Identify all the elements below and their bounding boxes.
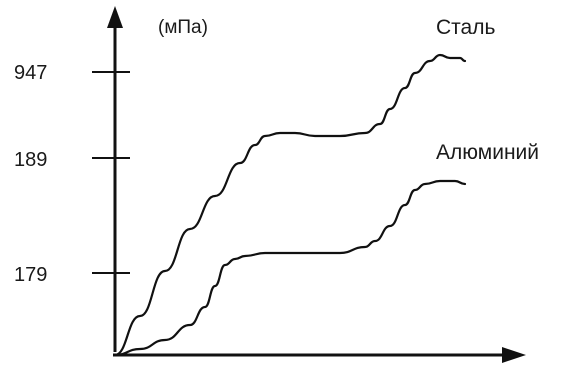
series-curves <box>113 53 467 357</box>
series-curve-steel <box>113 53 467 357</box>
axes <box>107 6 526 363</box>
y-tick-label-189: 189 <box>14 149 47 171</box>
series-curve-aluminium <box>113 179 467 357</box>
y-axis-unit-label: (мПа) <box>158 17 208 38</box>
series-label-aluminium: Алюминий <box>436 141 539 164</box>
series-label-steel: Сталь <box>436 16 495 39</box>
y-tick-label-947: 947 <box>14 62 47 84</box>
y-axis-arrow <box>107 6 123 28</box>
y-tick-label-179: 179 <box>14 264 47 286</box>
x-axis-arrow <box>502 347 526 363</box>
y-ticks <box>92 71 130 274</box>
